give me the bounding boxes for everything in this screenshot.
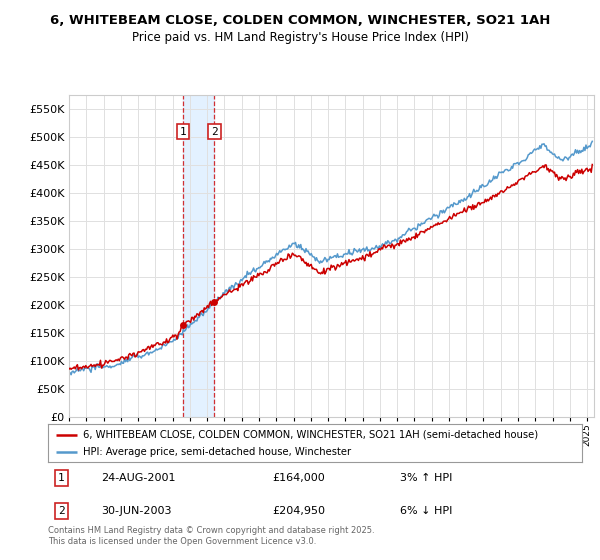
Text: 3% ↑ HPI: 3% ↑ HPI: [400, 473, 453, 483]
Text: Price paid vs. HM Land Registry's House Price Index (HPI): Price paid vs. HM Land Registry's House …: [131, 31, 469, 44]
Text: £204,950: £204,950: [272, 506, 325, 516]
Bar: [182, 95, 214, 417]
Text: 6, WHITEBEAM CLOSE, COLDEN COMMON, WINCHESTER, SO21 1AH (semi-detached house): 6, WHITEBEAM CLOSE, COLDEN COMMON, WINCH…: [83, 430, 538, 440]
Text: 6% ↓ HPI: 6% ↓ HPI: [400, 506, 453, 516]
Text: Contains HM Land Registry data © Crown copyright and database right 2025.
This d: Contains HM Land Registry data © Crown c…: [48, 526, 374, 546]
Text: 1: 1: [179, 127, 186, 137]
Text: 2: 2: [58, 506, 65, 516]
Text: 1: 1: [58, 473, 65, 483]
Text: 6, WHITEBEAM CLOSE, COLDEN COMMON, WINCHESTER, SO21 1AH: 6, WHITEBEAM CLOSE, COLDEN COMMON, WINCH…: [50, 14, 550, 27]
Text: 30-JUN-2003: 30-JUN-2003: [101, 506, 172, 516]
Text: 2: 2: [211, 127, 218, 137]
Text: £164,000: £164,000: [272, 473, 325, 483]
Text: 24-AUG-2001: 24-AUG-2001: [101, 473, 176, 483]
Text: HPI: Average price, semi-detached house, Winchester: HPI: Average price, semi-detached house,…: [83, 447, 351, 458]
